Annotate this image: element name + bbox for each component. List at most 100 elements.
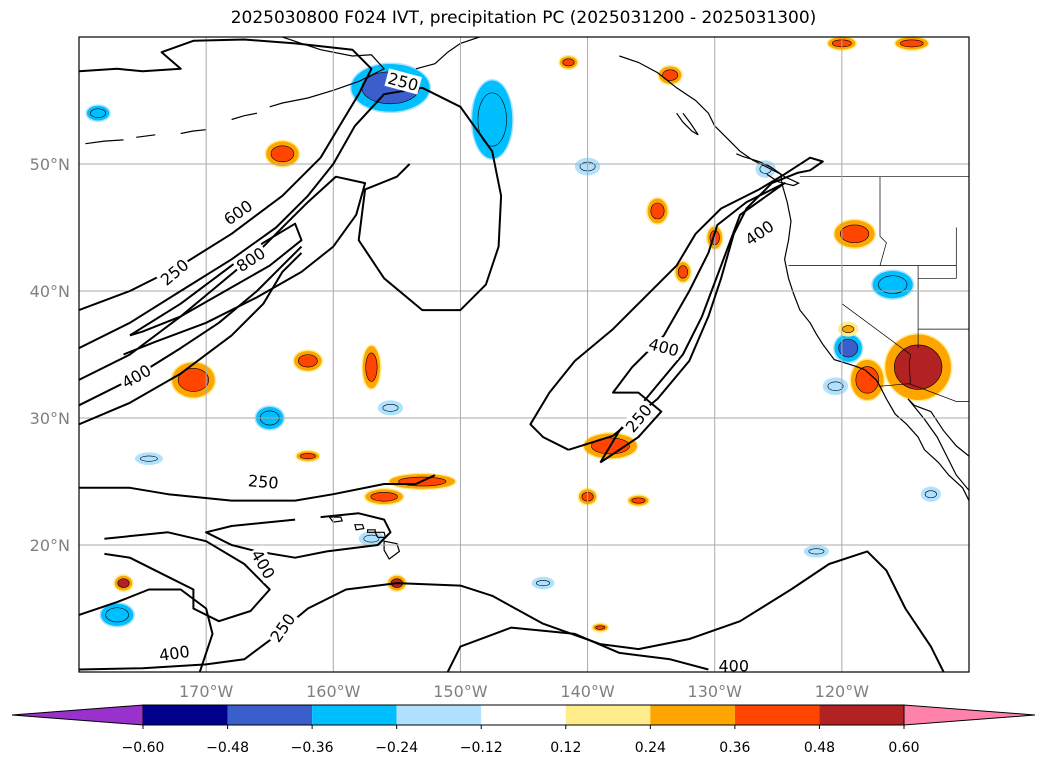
colorbar-extend-low <box>11 704 144 726</box>
precip-region <box>900 39 924 48</box>
contour-label-bg <box>265 608 300 647</box>
latitude-tick-label: 50°N <box>30 155 70 174</box>
colorbar-tick-label: −0.36 <box>291 740 334 756</box>
coastline <box>136 134 156 138</box>
longitude-tick-label: 150°W <box>433 682 488 701</box>
ivt-contour-line <box>599 182 786 464</box>
precip-region <box>270 145 295 163</box>
island-outline <box>354 524 365 531</box>
coastline <box>231 112 258 121</box>
coastline <box>269 37 386 108</box>
colorbar-segment <box>312 705 397 725</box>
latitude-tick-label: 40°N <box>30 282 70 301</box>
precip-region <box>536 580 551 587</box>
colorbar-frame <box>142 704 905 726</box>
coastline <box>180 129 207 135</box>
state-border <box>878 383 969 402</box>
map-frame <box>78 36 970 673</box>
colorbar-segment <box>734 705 820 725</box>
island-outline <box>383 540 401 560</box>
longitude-tick-label: 130°W <box>688 682 743 701</box>
longitude-tick-labels: 170°W 160°W 150°W 140°W 130°W 120°W <box>179 682 869 701</box>
coastline <box>676 112 699 136</box>
colorbar-tick-label: 0.60 <box>888 740 919 756</box>
coastline <box>415 37 480 70</box>
ivt-contour-line <box>104 531 271 623</box>
colorbar-tick-label: −0.24 <box>375 740 418 756</box>
colorbar-segment <box>396 705 482 725</box>
colorbar-tick-label: −0.12 <box>460 740 503 756</box>
ivt-contour-line <box>446 626 709 672</box>
precip-region <box>140 455 158 462</box>
precip-region <box>298 354 318 368</box>
precip-region <box>662 69 679 81</box>
ivt-contour-line <box>79 86 503 349</box>
map-background <box>79 37 969 672</box>
contour-label-bg <box>620 399 657 437</box>
ivt-contour-label: 400 <box>719 657 750 676</box>
longitude-tick-label: 170°W <box>179 682 234 701</box>
longitude-tick-label: 140°W <box>560 682 615 701</box>
colorbar-segment <box>650 705 735 725</box>
precip-region <box>382 403 399 412</box>
colorbar-tick-label: 0.12 <box>550 740 581 756</box>
precip-region <box>363 534 380 543</box>
ivt-contour-label: 400 <box>158 642 191 665</box>
state-border <box>879 176 887 266</box>
colorbar-tick-label: 0.48 <box>804 740 835 756</box>
contour-label-bg <box>716 656 751 675</box>
contour-label-bg <box>231 242 270 277</box>
coastline <box>85 139 124 145</box>
colorbar-segment <box>481 705 566 725</box>
precip-region <box>650 202 665 220</box>
latitude-tick-label: 30°N <box>30 409 70 428</box>
colorbar-segment <box>819 705 904 725</box>
contour-label-bg <box>740 215 779 250</box>
longitude-tick-label: 120°W <box>815 682 870 701</box>
precip-region <box>894 344 943 390</box>
colorbar-segment <box>565 705 651 725</box>
contour-label-bg <box>247 544 280 584</box>
contour-label-bg <box>384 68 422 95</box>
ivt-contour-line <box>205 512 392 559</box>
ivt-contours <box>79 38 945 672</box>
state-border <box>918 227 957 279</box>
colorbar-segment <box>143 705 228 725</box>
precip-region <box>177 368 209 392</box>
colorbar-tick-label: 0.24 <box>635 740 666 756</box>
precip-region <box>842 325 855 333</box>
coastline-layer <box>85 37 969 560</box>
precip-region <box>808 548 825 555</box>
precip-region <box>839 224 870 244</box>
contour-label-bg <box>116 359 156 393</box>
contour-label-bg <box>155 254 194 290</box>
latitude-tick-labels: 50°N 40°N 30°N 20°N <box>30 155 70 555</box>
ivt-contour-line <box>529 156 824 451</box>
precip-region <box>595 625 606 630</box>
ivt-contour-line <box>129 222 303 337</box>
precip-region <box>117 578 130 588</box>
coastline <box>619 55 969 502</box>
precip-region <box>370 491 398 502</box>
precip-region <box>365 352 378 382</box>
longitude-tick-label: 160°W <box>306 682 361 701</box>
gridlines <box>79 37 969 672</box>
precip-region <box>924 490 937 499</box>
precip-region <box>878 275 908 294</box>
island-outline <box>328 516 344 523</box>
precip-region <box>90 108 106 118</box>
contour-label-bg <box>645 333 683 360</box>
ivt-contour-label: 250 <box>247 471 279 493</box>
contour-label-bg <box>218 195 258 230</box>
ivt-contour-line <box>79 38 373 312</box>
ivt-contour-line <box>79 175 367 381</box>
precip-region <box>477 92 507 147</box>
colorbar-tick-label: −0.60 <box>122 740 165 756</box>
state-border <box>908 354 911 384</box>
contour-label-bg <box>245 471 282 492</box>
chart-title: 2025030800 F024 IVT, precipitation PC (2… <box>230 8 817 28</box>
precip-region <box>827 381 844 391</box>
precip-region <box>838 338 859 358</box>
